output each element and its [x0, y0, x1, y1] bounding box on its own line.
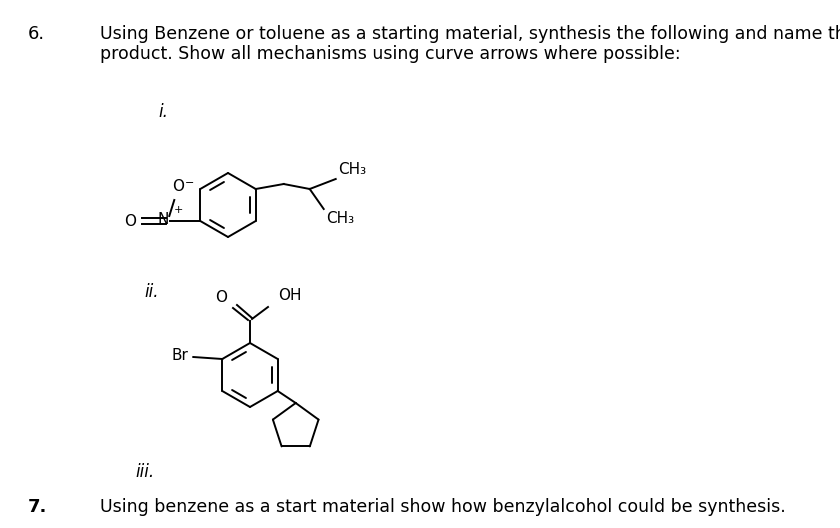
Text: N: N: [158, 212, 170, 228]
Text: OH: OH: [278, 288, 302, 303]
Text: Using benzene as a start material show how benzylalcohol could be synthesis.: Using benzene as a start material show h…: [100, 498, 785, 516]
Text: iii.: iii.: [135, 463, 154, 481]
Text: 7.: 7.: [28, 498, 47, 516]
Text: i.: i.: [158, 103, 168, 121]
Text: O: O: [215, 290, 227, 305]
Text: CH₃: CH₃: [326, 211, 354, 226]
Text: 6.: 6.: [28, 25, 45, 43]
Text: Br: Br: [171, 347, 188, 363]
Text: product. Show all mechanisms using curve arrows where possible:: product. Show all mechanisms using curve…: [100, 45, 680, 63]
Text: O: O: [172, 179, 184, 194]
Text: ii.: ii.: [144, 283, 159, 301]
Text: −: −: [186, 178, 195, 188]
Text: O: O: [124, 213, 136, 229]
Text: CH₃: CH₃: [338, 162, 366, 177]
Text: Using Benzene or toluene as a starting material, synthesis the following and nam: Using Benzene or toluene as a starting m…: [100, 25, 840, 43]
Text: +: +: [173, 205, 182, 215]
